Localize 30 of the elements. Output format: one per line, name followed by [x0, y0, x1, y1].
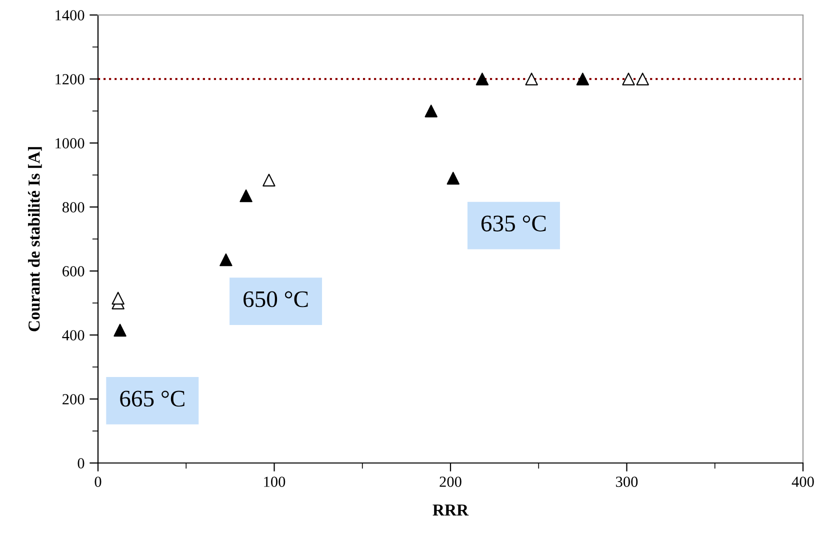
y-tick-label: 1400 — [56, 10, 84, 20]
x-tick-label: 400 — [792, 476, 814, 487]
point — [636, 72, 649, 86]
y-axis-title: Courant de stabilité Is [A] — [28, 147, 42, 332]
point — [446, 172, 460, 185]
x-tick-label: 0 — [94, 476, 102, 487]
point — [576, 72, 590, 86]
point — [262, 174, 276, 186]
x-tick-label: 100 — [264, 476, 286, 487]
y-tick-label: 800 — [62, 202, 84, 212]
y-tick-label: 1200 — [56, 74, 84, 84]
y-tick-label: 0 — [78, 458, 84, 468]
y-tick-label: 400 — [62, 330, 84, 340]
annotation: 650 °C — [244, 291, 308, 308]
point — [525, 72, 538, 86]
x-tick-label: 300 — [616, 476, 638, 487]
x-axis-title: RRR — [432, 504, 469, 516]
point — [622, 72, 635, 86]
point — [220, 253, 232, 266]
annotation: 635 °C — [481, 216, 546, 232]
point — [240, 189, 252, 202]
annotation: 665 °C — [120, 390, 184, 407]
point — [476, 72, 489, 86]
y-tick-label: 200 — [62, 394, 84, 404]
y-tick-label: 1000 — [56, 138, 84, 148]
point — [112, 292, 124, 305]
point — [114, 324, 126, 337]
x-tick-label: 200 — [440, 476, 462, 487]
point — [424, 104, 438, 118]
y-tick-label: 600 — [62, 266, 84, 276]
